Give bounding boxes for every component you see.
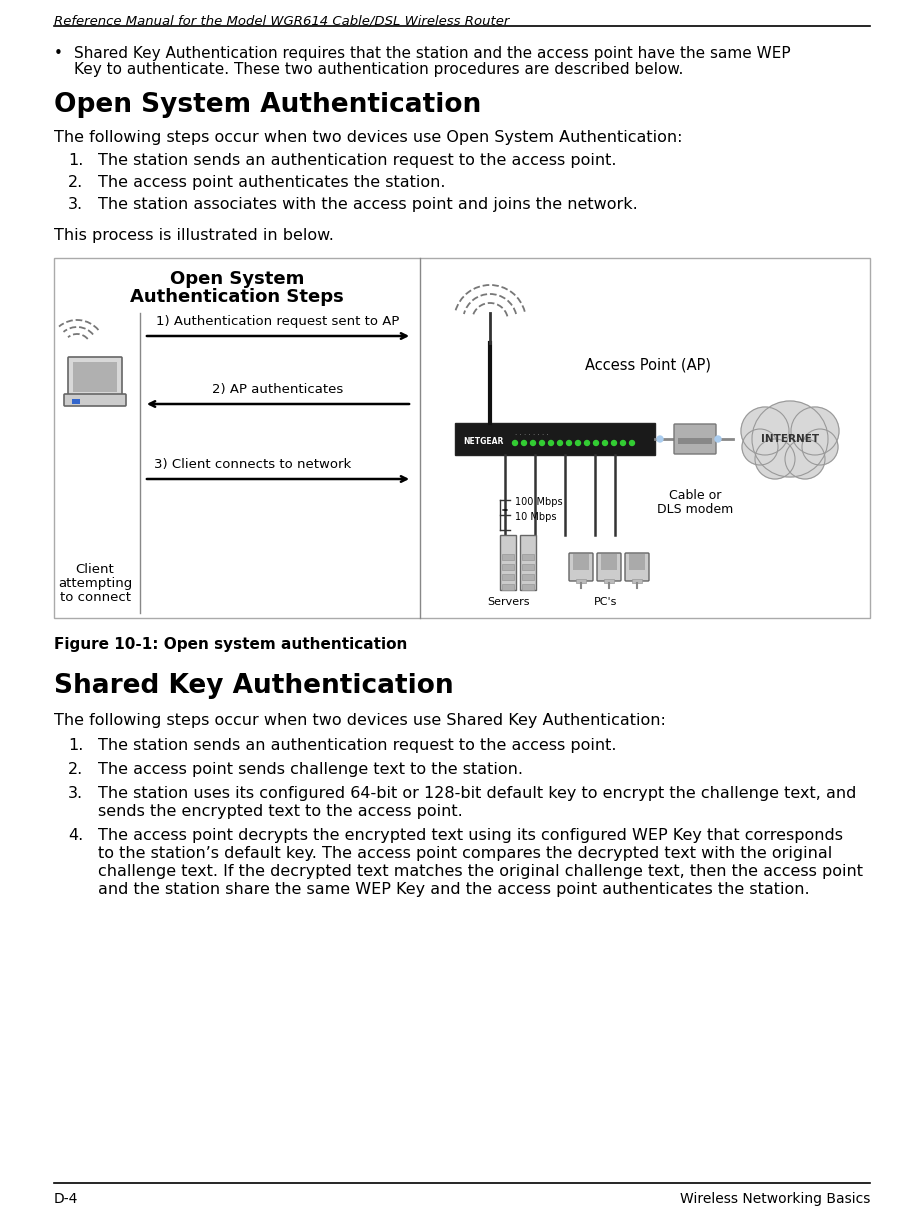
Text: Shared Key Authentication requires that the station and the access point have th: Shared Key Authentication requires that … [74, 46, 790, 60]
Circle shape [558, 441, 562, 446]
Text: · · · · · · · ·: · · · · · · · · [515, 432, 549, 439]
Text: The station sends an authentication request to the access point.: The station sends an authentication requ… [98, 153, 616, 168]
Circle shape [742, 429, 778, 465]
Circle shape [741, 407, 789, 455]
Text: 3) Client connects to network: 3) Client connects to network [154, 458, 351, 471]
Circle shape [603, 441, 607, 446]
Bar [522, 583, 534, 590]
Text: Figure 10-1: Open system authentication: Figure 10-1: Open system authentication [54, 637, 407, 652]
Text: 2) AP authenticates: 2) AP authenticates [213, 383, 343, 396]
Text: sends the encrypted text to the access point.: sends the encrypted text to the access p… [98, 805, 463, 819]
Circle shape [531, 441, 535, 446]
Bar [573, 554, 589, 570]
Circle shape [785, 439, 825, 480]
Circle shape [540, 441, 544, 446]
Text: Key to authenticate. These two authentication procedures are described below.: Key to authenticate. These two authentic… [74, 62, 683, 77]
Circle shape [576, 441, 580, 446]
Text: 4.: 4. [68, 827, 83, 843]
Circle shape [755, 439, 795, 480]
Circle shape [612, 441, 616, 446]
Text: Shared Key Authentication: Shared Key Authentication [54, 673, 453, 699]
Circle shape [522, 441, 526, 446]
Text: Cable or: Cable or [669, 489, 721, 503]
FancyBboxPatch shape [597, 553, 621, 581]
Circle shape [585, 441, 589, 446]
Circle shape [791, 407, 839, 455]
Bar [502, 564, 514, 570]
Text: The station uses its configured 64-bit or 128-bit default key to encrypt the cha: The station uses its configured 64-bit o… [98, 786, 856, 801]
Bar [72, 399, 80, 403]
Text: challenge text. If the decrypted text matches the original challenge text, then : challenge text. If the decrypted text ma… [98, 864, 863, 879]
Text: The station sends an authentication request to the access point.: The station sends an authentication requ… [98, 738, 616, 753]
Text: Servers: Servers [487, 597, 529, 606]
Text: PC's: PC's [595, 597, 618, 606]
Text: Authentication Steps: Authentication Steps [130, 288, 344, 306]
Text: 3.: 3. [68, 197, 83, 211]
Bar [604, 579, 614, 583]
Circle shape [802, 429, 838, 465]
Text: 3.: 3. [68, 786, 83, 801]
Bar [678, 439, 712, 445]
Circle shape [567, 441, 571, 446]
Text: The following steps occur when two devices use Open System Authentication:: The following steps occur when two devic… [54, 130, 682, 145]
Bar [500, 535, 516, 590]
Text: 2.: 2. [68, 175, 83, 190]
Text: Access Point (AP): Access Point (AP) [585, 358, 711, 373]
Bar [520, 535, 536, 590]
Text: 1.: 1. [68, 153, 84, 168]
Bar [632, 579, 642, 583]
Text: The access point authenticates the station.: The access point authenticates the stati… [98, 175, 445, 190]
Text: Client: Client [76, 563, 114, 576]
Text: The access point sends challenge text to the station.: The access point sends challenge text to… [98, 762, 523, 777]
Bar [502, 583, 514, 590]
Circle shape [752, 401, 828, 477]
Text: The access point decrypts the encrypted text using its configured WEP Key that c: The access point decrypts the encrypted … [98, 827, 843, 843]
Bar [576, 579, 586, 583]
FancyBboxPatch shape [68, 358, 122, 397]
Bar [502, 554, 514, 561]
Text: The following steps occur when two devices use Shared Key Authentication:: The following steps occur when two devic… [54, 713, 666, 728]
Text: This process is illustrated in below.: This process is illustrated in below. [54, 228, 334, 243]
Text: 10 Mbps: 10 Mbps [515, 512, 557, 522]
Bar [522, 554, 534, 561]
Circle shape [594, 441, 598, 446]
Bar [522, 564, 534, 570]
Text: 1.: 1. [68, 738, 84, 753]
Text: Open System Authentication: Open System Authentication [54, 92, 481, 118]
Text: The station associates with the access point and joins the network.: The station associates with the access p… [98, 197, 638, 211]
Bar [522, 574, 534, 580]
Text: NETGEAR: NETGEAR [463, 436, 504, 446]
Text: 1) Authentication request sent to AP: 1) Authentication request sent to AP [156, 315, 400, 329]
Text: •: • [54, 46, 63, 60]
Text: INTERNET: INTERNET [761, 434, 819, 445]
FancyBboxPatch shape [674, 424, 716, 454]
Bar [73, 362, 117, 393]
Text: DLS modem: DLS modem [657, 503, 733, 516]
Bar [601, 554, 617, 570]
FancyBboxPatch shape [569, 553, 593, 581]
Text: to the station’s default key. The access point compares the decrypted text with : to the station’s default key. The access… [98, 846, 833, 861]
Text: and the station share the same WEP Key and the access point authenticates the st: and the station share the same WEP Key a… [98, 882, 810, 898]
Circle shape [513, 441, 517, 446]
FancyBboxPatch shape [64, 394, 126, 406]
Bar [629, 554, 645, 570]
FancyBboxPatch shape [625, 553, 649, 581]
Circle shape [657, 436, 663, 442]
Text: attempting: attempting [58, 577, 132, 590]
Text: to connect: to connect [59, 591, 131, 604]
Circle shape [715, 436, 721, 442]
Bar [54, 259, 870, 618]
Circle shape [630, 441, 634, 446]
Text: 100 Mbps: 100 Mbps [515, 496, 562, 507]
Text: 2.: 2. [68, 762, 83, 777]
Circle shape [621, 441, 625, 446]
Text: Reference Manual for the Model WGR614 Cable/DSL Wireless Router: Reference Manual for the Model WGR614 Ca… [54, 14, 509, 27]
Circle shape [549, 441, 553, 446]
Bar [502, 574, 514, 580]
Text: Open System: Open System [169, 271, 305, 288]
Text: D-4: D-4 [54, 1192, 78, 1206]
Bar [455, 423, 655, 455]
Text: Wireless Networking Basics: Wireless Networking Basics [679, 1192, 870, 1206]
